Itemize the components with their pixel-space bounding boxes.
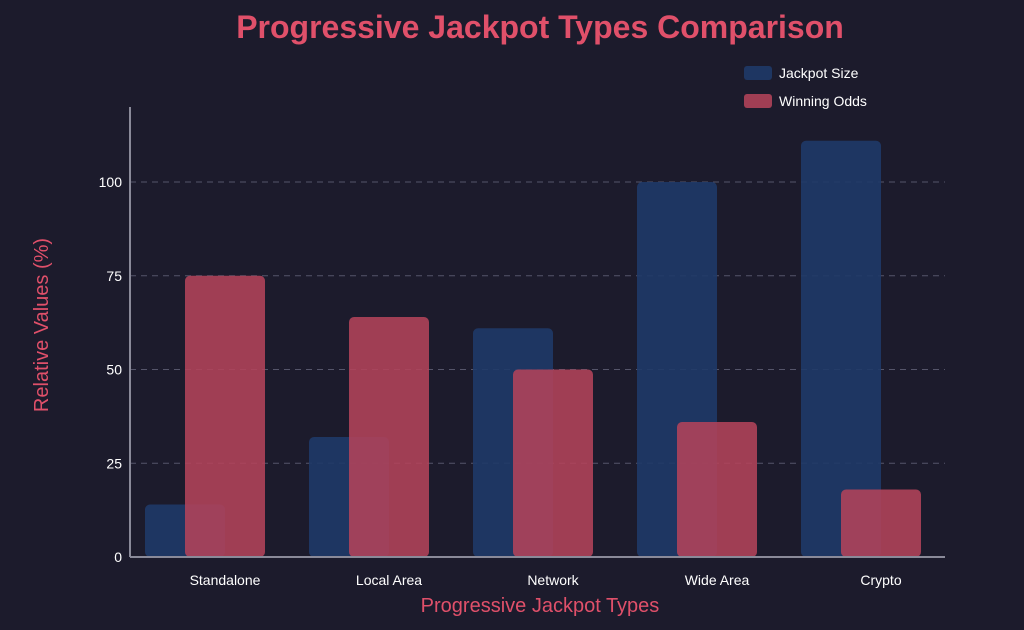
legend-label[interactable]: Winning Odds <box>779 93 867 109</box>
y-tick-label: 75 <box>106 268 122 284</box>
x-axis-title: Progressive Jackpot Types <box>421 595 660 617</box>
legend-swatch[interactable] <box>744 94 772 108</box>
legend[interactable]: Jackpot Size Winning Odds <box>744 65 867 109</box>
chart-title: Progressive Jackpot Types Comparison <box>236 9 844 45</box>
axes <box>129 107 945 558</box>
bar-winning-odds[interactable] <box>513 369 593 558</box>
bar-winning-odds[interactable] <box>349 317 429 557</box>
y-tick-label: 50 <box>106 362 122 378</box>
legend-swatch[interactable] <box>744 66 772 80</box>
y-tick-labels: 0 25 50 75 100 <box>99 174 123 565</box>
bar-winning-odds[interactable] <box>841 489 921 558</box>
y-axis-title: Relative Values (%) <box>31 238 53 412</box>
legend-label[interactable]: Jackpot Size <box>779 65 859 81</box>
x-tick-label: Network <box>527 572 579 588</box>
x-tick-label: Crypto <box>860 572 901 588</box>
x-tick-label: Local Area <box>356 572 422 588</box>
bar-jackpot-size[interactable] <box>801 140 881 557</box>
x-tick-label: Wide Area <box>685 572 750 588</box>
bars <box>145 140 921 558</box>
y-tick-label: 0 <box>114 549 122 565</box>
y-tick-label: 25 <box>106 455 122 471</box>
bar-winning-odds[interactable] <box>677 422 757 557</box>
y-tick-label: 100 <box>99 174 123 190</box>
x-tick-label: Standalone <box>190 572 261 588</box>
bar-winning-odds[interactable] <box>185 275 265 557</box>
x-tick-labels: Standalone Local Area Network Wide Area Cryp… <box>190 572 902 588</box>
